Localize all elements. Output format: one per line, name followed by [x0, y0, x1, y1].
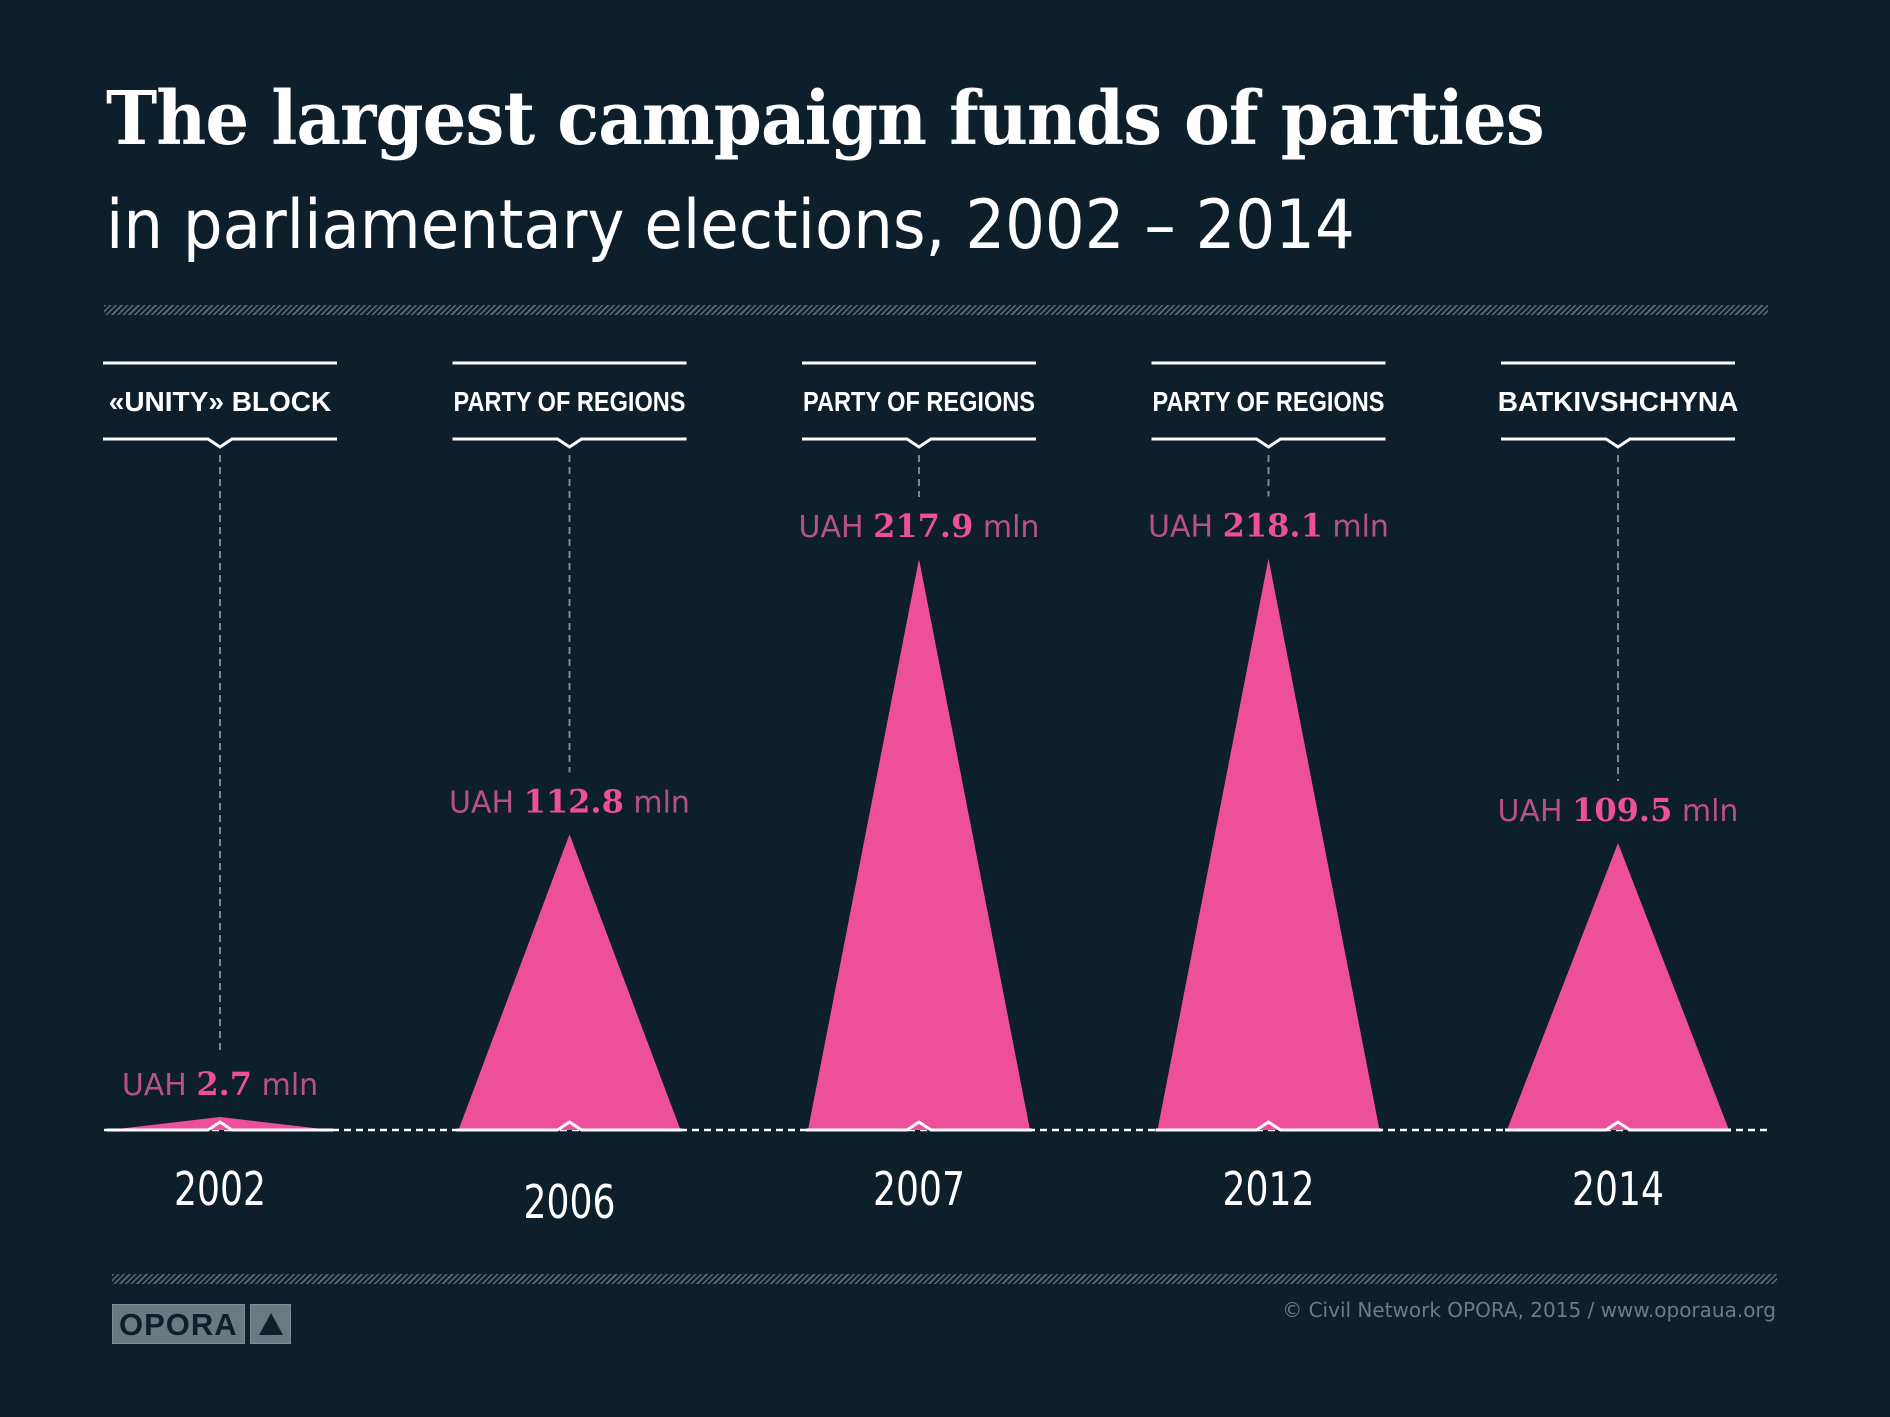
value-label: UAH 217.9 mln [799, 507, 1040, 545]
value-label: UAH 2.7 mln [122, 1065, 318, 1103]
year-label: 2006 [524, 1175, 616, 1229]
value-prefix: UAH [1498, 794, 1573, 829]
party-box-bottom-line [1501, 437, 1735, 449]
party-box-bottom-line [1151, 437, 1386, 449]
value-number: 2.7 [196, 1065, 252, 1103]
opora-logo: OPORA [112, 1304, 291, 1344]
value-prefix: UAH [122, 1068, 197, 1103]
party-label: PARTY OF REGIONS [454, 386, 686, 417]
value-prefix: UAH [799, 510, 874, 545]
value-suffix: mln [624, 785, 690, 820]
top-hatched-divider [104, 305, 1768, 315]
value-suffix: mln [252, 1068, 318, 1103]
party-label: PARTY OF REGIONS [1153, 386, 1385, 417]
baseline-segment-notch [806, 1120, 1032, 1132]
bottom-hatched-divider [112, 1274, 1777, 1284]
chart-title: The largest campaign funds of parties [106, 76, 1545, 162]
value-label: UAH 112.8 mln [449, 782, 690, 820]
baseline-segment-notch [1505, 1120, 1731, 1132]
baseline-segment-notch [107, 1120, 333, 1132]
triangle-mark-2006 [458, 834, 681, 1130]
party-box-bottom-line [103, 437, 337, 449]
value-prefix: UAH [449, 785, 524, 820]
value-number: 217.9 [873, 507, 973, 545]
party-label: PARTY OF REGIONS [803, 386, 1035, 417]
party-box-bottom-line [802, 437, 1036, 449]
triangle-mark-2012 [1157, 558, 1380, 1130]
baseline-segment-notch [1155, 1120, 1382, 1132]
value-label: UAH 109.5 mln [1498, 791, 1739, 829]
value-prefix: UAH [1148, 509, 1223, 544]
year-label: 2007 [873, 1162, 965, 1216]
value-label: UAH 218.1 mln [1148, 506, 1389, 544]
party-label: BATKIVSHCHYNA [1498, 386, 1739, 417]
triangle-mark-2007 [808, 559, 1030, 1130]
value-suffix: mln [973, 510, 1039, 545]
year-label: 2012 [1223, 1162, 1315, 1216]
year-label: 2002 [174, 1162, 266, 1216]
value-suffix: mln [1323, 509, 1389, 544]
year-label: 2014 [1572, 1162, 1664, 1216]
value-number: 109.5 [1572, 791, 1672, 829]
party-box-bottom-line [452, 437, 687, 449]
value-suffix: mln [1672, 794, 1738, 829]
logo-text: OPORA [112, 1304, 245, 1344]
party-label: «UNITY» BLOCK [109, 386, 331, 417]
triangle-mark-2014 [1507, 843, 1729, 1130]
chart-subtitle: in parliamentary elections, 2002 – 2014 [106, 186, 1355, 265]
triangle-up-icon [249, 1304, 291, 1344]
copyright-text: © Civil Network OPORA, 2015 / www.oporau… [1282, 1298, 1776, 1322]
baseline-segment-notch [456, 1120, 683, 1132]
value-number: 112.8 [524, 782, 624, 820]
value-number: 218.1 [1223, 506, 1323, 544]
